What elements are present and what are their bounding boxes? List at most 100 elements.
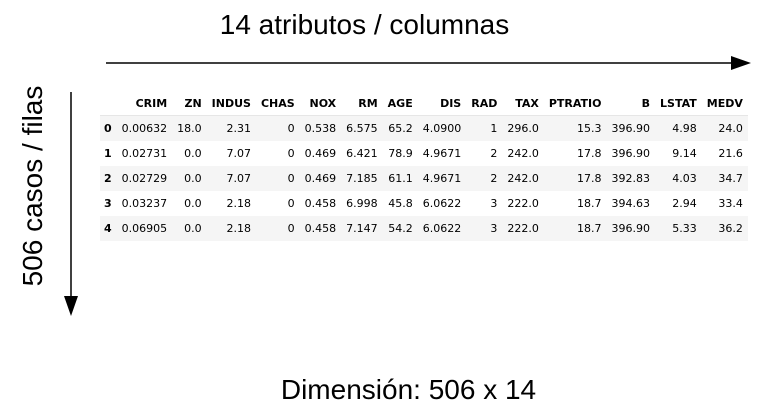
cell-zn: 18.0 <box>177 122 202 135</box>
cell-chas: 0 <box>287 197 295 210</box>
row-index: 1 <box>104 147 112 160</box>
cell-nox: 0.469 <box>304 172 337 185</box>
row-index: 0 <box>104 122 112 135</box>
index-header <box>100 91 117 116</box>
cell-nox: 0.458 <box>304 197 337 210</box>
cell-zn: 0.0 <box>184 197 202 210</box>
cell-age: 78.9 <box>388 147 413 160</box>
column-header-chas: CHAS <box>260 96 295 110</box>
cell-crim: 0.06905 <box>121 222 168 235</box>
cell-age: 54.2 <box>388 222 413 235</box>
cell-age: 45.8 <box>388 197 413 210</box>
cell-rad: 2 <box>490 147 498 160</box>
column-header-tax: TAX <box>515 96 539 110</box>
cell-lstat: 2.94 <box>672 197 697 210</box>
cell-dis: 4.9671 <box>422 172 462 185</box>
cell-rad: 3 <box>490 222 498 235</box>
cell-lstat: 9.14 <box>672 147 697 160</box>
dataframe-table-wrap: CRIM ZN INDUS CHAS NOX RM AGE DIS RAD TAX PTRATIO B… <box>100 91 748 241</box>
table-row: 4 0.06905 0.0 2.18 0 0.458 7.147 54.2 6.0622 3 222… <box>100 216 748 241</box>
table-row: 2 0.02729 0.0 7.07 0 0.469 7.185 61.1 4.9671 2 242… <box>100 166 748 191</box>
column-header-b: B <box>641 96 651 110</box>
cell-b: 396.90 <box>611 122 651 135</box>
cell-rm: 6.421 <box>346 147 378 160</box>
cell-ptratio: 17.8 <box>577 147 602 160</box>
table-row: 3 0.03237 0.0 2.18 0 0.458 6.998 45.8 6.0622 3 222… <box>100 191 748 216</box>
cell-ptratio: 15.3 <box>577 122 602 135</box>
cell-crim: 0.00632 <box>121 122 168 135</box>
cell-crim: 0.02731 <box>121 147 168 160</box>
column-header-rm: RM <box>358 96 378 110</box>
cell-indus: 7.07 <box>226 147 251 160</box>
cell-indus: 2.18 <box>226 222 251 235</box>
cell-lstat: 4.98 <box>672 122 697 135</box>
cell-rm: 6.575 <box>346 122 378 135</box>
cell-zn: 0.0 <box>184 172 202 185</box>
column-header-indus: INDUS <box>211 96 251 110</box>
cell-ptratio: 18.7 <box>577 222 602 235</box>
cell-rm: 6.998 <box>346 197 378 210</box>
cell-b: 396.90 <box>611 222 651 235</box>
cell-age: 61.1 <box>388 172 413 185</box>
cell-medv: 34.7 <box>718 172 743 185</box>
table-row: 0 0.00632 18.0 2.31 0 0.538 6.575 65.2 4.0900 1 29… <box>100 115 748 141</box>
cell-dis: 4.0900 <box>422 122 462 135</box>
column-header-age: AGE <box>387 96 413 110</box>
cell-crim: 0.02729 <box>121 172 168 185</box>
cell-ptratio: 18.7 <box>577 197 602 210</box>
cell-rad: 3 <box>490 197 498 210</box>
cell-rad: 1 <box>490 122 498 135</box>
row-index: 2 <box>104 172 112 185</box>
cell-chas: 0 <box>287 222 295 235</box>
cell-zn: 0.0 <box>184 147 202 160</box>
cell-lstat: 5.33 <box>672 222 697 235</box>
cell-crim: 0.03237 <box>121 197 168 210</box>
column-header-nox: NOX <box>309 96 337 110</box>
cell-medv: 36.2 <box>718 222 743 235</box>
cell-indus: 2.31 <box>226 122 251 135</box>
cell-zn: 0.0 <box>184 222 202 235</box>
column-header-crim: CRIM <box>135 96 168 110</box>
column-header-lstat: LSTAT <box>660 96 697 110</box>
cell-medv: 24.0 <box>718 122 743 135</box>
columns-label: 14 atributos / columnas <box>219 9 510 40</box>
header-row: CRIM ZN INDUS CHAS NOX RM AGE DIS RAD TAX PTRATIO B… <box>100 91 748 116</box>
cell-dis: 6.0622 <box>422 222 462 235</box>
cell-chas: 0 <box>287 122 295 135</box>
cell-tax: 296.0 <box>507 122 539 135</box>
cell-dis: 4.9671 <box>422 147 462 160</box>
cell-nox: 0.458 <box>304 222 337 235</box>
table-row: 1 0.02731 0.0 7.07 0 0.469 6.421 78.9 4.9671 2 242… <box>100 141 748 166</box>
column-header-dis: DIS <box>440 96 462 110</box>
vertical-arrow <box>64 92 78 316</box>
cell-tax: 222.0 <box>507 197 539 210</box>
cell-ptratio: 17.8 <box>577 172 602 185</box>
cell-tax: 242.0 <box>507 147 539 160</box>
cell-tax: 222.0 <box>507 222 539 235</box>
cell-chas: 0 <box>287 147 295 160</box>
cell-nox: 0.538 <box>304 122 337 135</box>
column-header-zn: ZN <box>184 96 202 110</box>
cell-rad: 2 <box>490 172 498 185</box>
cell-medv: 21.6 <box>718 147 743 160</box>
cell-medv: 33.4 <box>718 197 743 210</box>
cell-b: 392.83 <box>611 172 651 185</box>
column-header-rad: RAD <box>471 96 498 110</box>
horizontal-arrow <box>106 56 751 70</box>
cell-indus: 2.18 <box>226 197 251 210</box>
column-header-ptratio: PTRATIO <box>548 96 602 110</box>
dataframe-table: CRIM ZN INDUS CHAS NOX RM AGE DIS RAD TAX PTRATIO B… <box>100 91 748 241</box>
cell-b: 396.90 <box>611 147 651 160</box>
column-header-medv: MEDV <box>706 96 743 110</box>
table-body: 0 0.00632 18.0 2.31 0 0.538 6.575 65.2 4.0900 1 29… <box>100 115 748 241</box>
cell-chas: 0 <box>287 172 295 185</box>
cell-rm: 7.185 <box>346 172 378 185</box>
cell-rm: 7.147 <box>346 222 378 235</box>
cell-tax: 242.0 <box>507 172 539 185</box>
cell-indus: 7.07 <box>226 172 251 185</box>
cell-age: 65.2 <box>388 122 413 135</box>
cell-lstat: 4.03 <box>672 172 697 185</box>
row-index: 3 <box>104 197 112 210</box>
cell-b: 394.63 <box>611 197 651 210</box>
